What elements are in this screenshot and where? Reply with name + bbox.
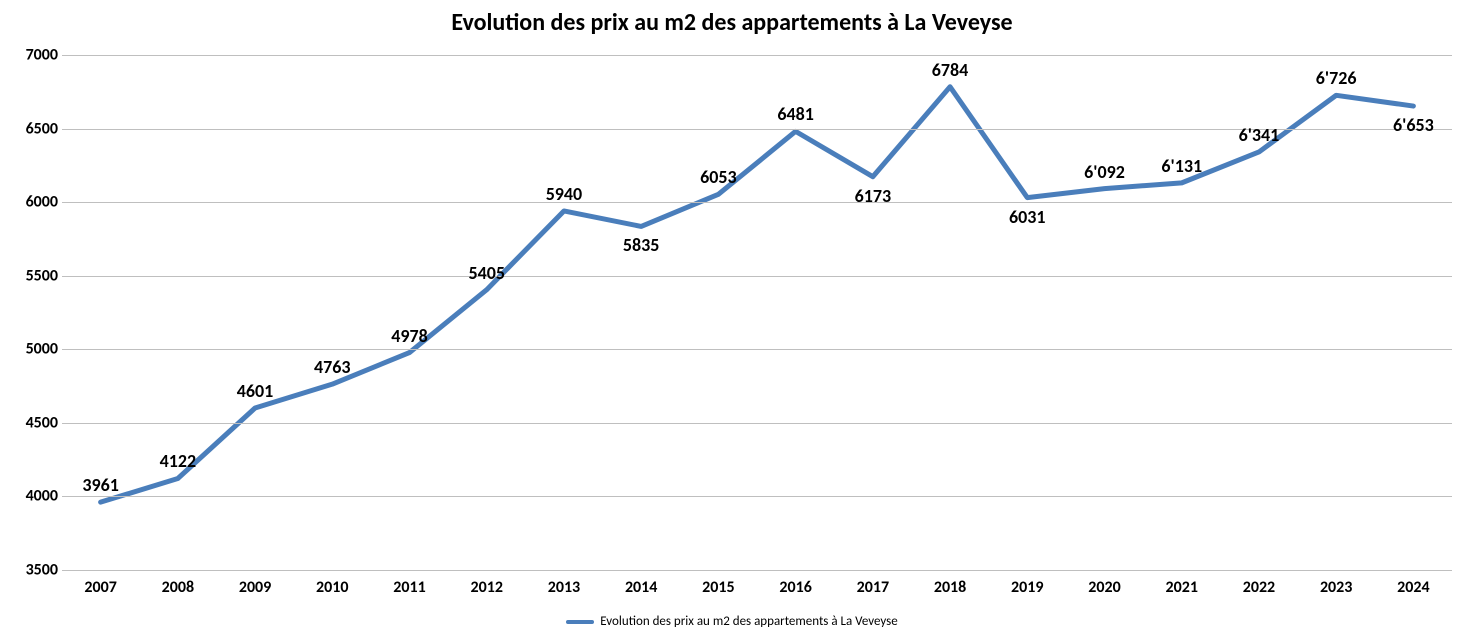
x-axis-tick-label: 2008 [148,578,208,597]
x-axis-tick-label: 2023 [1306,578,1366,597]
x-axis-tick-label: 2009 [225,578,285,597]
gridline [62,276,1452,277]
data-label: 6'653 [1393,114,1434,136]
data-label: 3961 [82,474,119,496]
data-label: 5405 [468,262,505,284]
data-label: 5940 [546,183,583,205]
data-label: 6'131 [1161,155,1202,177]
y-axis-tick-label: 5500 [8,266,58,285]
x-axis-tick-label: 2017 [843,578,903,597]
y-axis-tick-label: 6500 [8,119,58,138]
x-axis-tick-label: 2024 [1383,578,1443,597]
x-axis-tick-label: 2011 [380,578,440,597]
x-axis-tick-label: 2015 [688,578,748,597]
x-axis-tick-label: 2014 [611,578,671,597]
data-label: 5835 [623,234,660,256]
line-chart: Evolution des prix au m2 des appartement… [0,0,1464,635]
y-axis-tick-label: 4500 [8,413,58,432]
gridline [62,423,1452,424]
data-label: 6173 [855,185,892,207]
y-axis-tick-label: 5000 [8,340,58,359]
y-axis-tick-label: 4000 [8,487,58,506]
x-axis-tick-label: 2016 [766,578,826,597]
x-axis-tick-label: 2022 [1229,578,1289,597]
data-label: 6'726 [1316,67,1357,89]
x-axis-tick-label: 2018 [920,578,980,597]
x-axis-tick-label: 2007 [71,578,131,597]
data-label: 4763 [314,356,351,378]
data-label: 6784 [932,59,969,81]
y-axis-tick-label: 3500 [8,561,58,580]
data-label: 6'341 [1239,124,1280,146]
x-axis-tick-label: 2012 [457,578,517,597]
data-label: 6053 [700,166,737,188]
y-axis-tick-label: 7000 [8,46,58,65]
data-label: 6481 [777,103,814,125]
x-axis-tick-label: 2020 [1075,578,1135,597]
gridline [62,202,1452,203]
x-axis-tick-label: 2013 [534,578,594,597]
legend-label: Evolution des prix au m2 des appartement… [600,614,897,629]
gridline [62,570,1452,571]
x-axis-tick-label: 2019 [997,578,1057,597]
data-label: 6031 [1009,206,1046,228]
data-label: 4122 [160,450,197,472]
legend: Evolution des prix au m2 des appartement… [0,614,1464,629]
gridline [62,55,1452,56]
line-series [101,87,1414,502]
y-axis-tick-label: 6000 [8,193,58,212]
data-label: 4978 [391,325,428,347]
data-label: 6'092 [1084,161,1125,183]
legend-swatch [566,620,594,624]
gridline [62,496,1452,497]
x-axis-tick-label: 2010 [302,578,362,597]
x-axis-tick-label: 2021 [1152,578,1212,597]
gridline [62,349,1452,350]
data-label: 4601 [237,380,274,402]
chart-title: Evolution des prix au m2 des appartement… [0,8,1464,37]
